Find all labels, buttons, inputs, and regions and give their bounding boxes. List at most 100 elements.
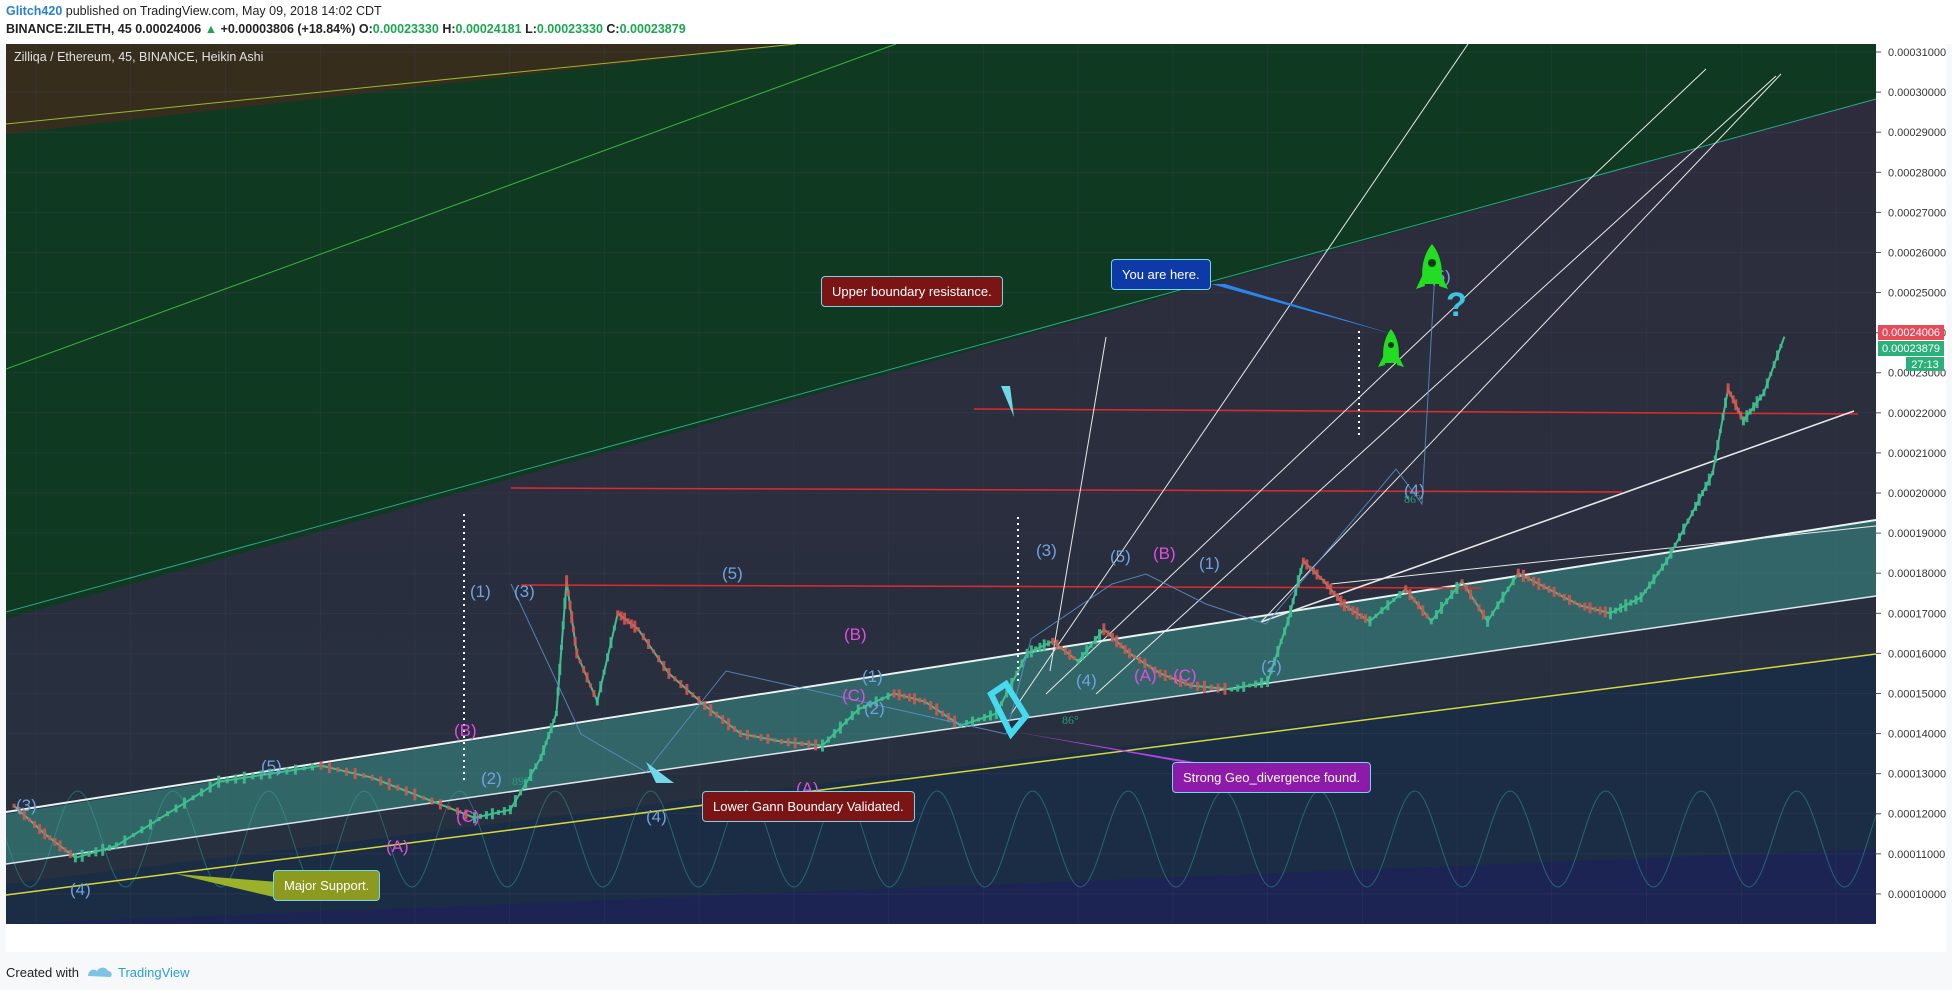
candle [918,697,922,703]
candle [1332,590,1336,596]
candle [982,714,986,722]
wave-label: (C) [456,807,480,826]
candle [148,819,152,830]
callout-upper-resistance: Upper boundary resistance. [821,276,1003,307]
candle [807,740,811,749]
wave-label: (3) [16,796,37,815]
candle [1726,383,1730,395]
candle [1236,684,1240,692]
candle [965,720,969,728]
wave-label: (B) [844,625,867,644]
candle [1076,658,1080,664]
candle [1434,610,1438,620]
y-tick-label: 0.00019000 [1888,528,1946,540]
candle [421,795,425,800]
candle [1374,613,1378,618]
candle [1656,571,1660,576]
wave-label: (B) [454,721,477,740]
wave-label: (3) [514,582,535,601]
candle [1138,656,1142,664]
candle [157,817,161,822]
y-tick-label: 0.00017000 [1888,608,1946,620]
angle-label: 86° [1062,713,1079,727]
candle [353,768,357,780]
candle [1168,674,1172,680]
candle [1272,657,1276,666]
open-label: O: [358,22,373,36]
close-value: 0.00023879 [619,22,686,36]
candle [396,784,400,791]
candle [68,849,72,858]
candle [563,597,567,609]
candle [1521,569,1525,582]
candle [1269,668,1273,674]
candle [907,693,911,702]
candle [1648,581,1652,589]
candle [1133,654,1137,659]
candle [573,636,577,646]
chart-area[interactable]: 1312:1516182012:1523252729May35791112:15… [6,44,1946,952]
candle [959,723,963,728]
candle [1081,652,1085,661]
wave-label: (5) [722,564,743,583]
y-tick-label: 0.00015000 [1888,688,1946,700]
candle [455,807,459,815]
candle [1716,439,1720,450]
candle [715,711,719,718]
candle [17,806,21,814]
candle [1729,391,1733,397]
candle [1351,606,1355,616]
gann-channel-fill [6,520,1876,864]
candle [547,732,551,740]
y-tick-label: 0.00027000 [1888,207,1946,219]
candle [1202,680,1206,693]
candle [1209,684,1213,691]
candle [1491,610,1495,616]
candle [582,665,586,673]
y-tick-label: 0.00030000 [1888,87,1946,99]
symbol-label: BINANCE:ZILETH, 45 [6,22,132,36]
candle [913,693,917,705]
last-price-tag-2 [1878,325,1944,340]
candle [838,721,842,734]
author-link[interactable]: Glitch420 [6,4,63,18]
candle [1772,361,1776,369]
candle [612,625,616,631]
y-tick-label: 0.00016000 [1888,648,1946,660]
candle [739,730,743,738]
candle [929,701,933,711]
candle [1305,559,1309,570]
candle [1731,395,1735,404]
candle [1660,563,1664,571]
candle [1624,599,1628,612]
candle [387,778,391,791]
candle [1046,640,1050,647]
candle [892,689,896,698]
countdown-tag-2 [1906,357,1944,371]
candles [12,344,1783,863]
candle [1481,609,1485,620]
candle [1286,616,1290,626]
candle [166,811,169,817]
candle [490,808,494,820]
candle [1072,656,1076,661]
candle [1283,627,1287,636]
candle [1460,579,1464,584]
candle [880,696,884,701]
tradingview-link[interactable]: TradingView [118,965,190,980]
time-axis-panel[interactable] [6,924,1876,952]
candle [464,809,468,820]
candle [1392,597,1396,602]
candle [673,676,677,682]
candle [1741,416,1745,426]
candle [1291,598,1295,605]
fan-line-middle [6,44,897,370]
candle [80,849,84,862]
candle [1386,600,1390,611]
candle [438,799,442,810]
candle [1123,644,1127,654]
candle [988,710,992,721]
candle [1294,586,1298,596]
candle [1106,630,1110,637]
chart-canvas[interactable]: 1312:1516182012:1523252729May35791112:15… [6,44,1946,952]
